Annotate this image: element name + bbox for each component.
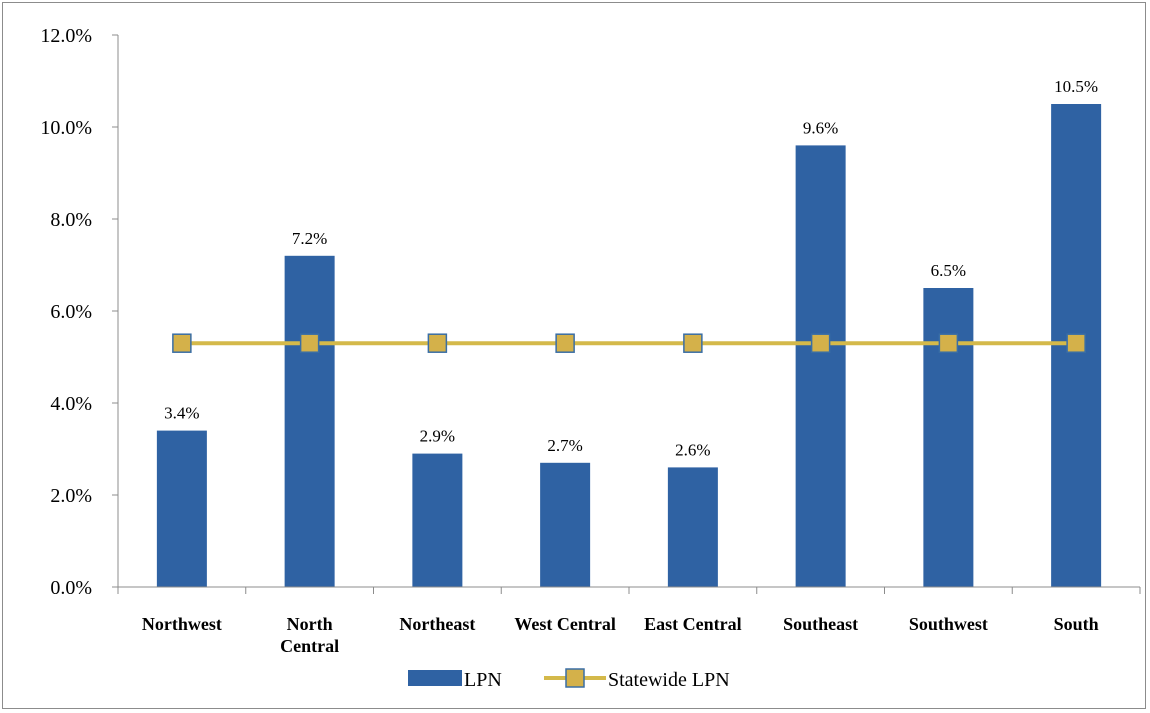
statewide-marker <box>172 333 192 353</box>
bar-data-label: 9.6% <box>803 118 838 137</box>
y-tick-label: 12.0% <box>40 25 92 47</box>
bar-lpn <box>923 288 974 587</box>
legend-lpn-label: LPN <box>464 669 502 691</box>
x-category-label: East Central <box>644 614 742 634</box>
legend-lpn-swatch <box>408 670 462 686</box>
data-labels: 3.4% 7.2% 2.9% 2.7% 2.6% 9.6% 6.5% 10.5% <box>164 77 1098 459</box>
statewide-marker <box>938 333 959 353</box>
bar-data-label: 6.5% <box>931 261 966 280</box>
statewide-marker <box>1066 333 1086 353</box>
y-tick-label: 8.0% <box>50 209 92 231</box>
y-tick-label: 2.0% <box>50 485 92 507</box>
bar-lpn <box>284 255 335 588</box>
bar-lpn <box>795 145 846 587</box>
statewide-marker <box>427 333 448 353</box>
bar-data-label: 3.4% <box>164 404 199 423</box>
bar-lpn <box>156 430 207 587</box>
y-axis: 0.0% 2.0% 4.0% 6.0% 8.0% 10.0% 12.0% <box>40 25 119 599</box>
legend: LPN Statewide LPN <box>408 668 730 691</box>
y-tick-label: 6.0% <box>50 301 92 323</box>
y-tick-label: 10.0% <box>40 117 92 139</box>
bar-lpn <box>412 453 463 587</box>
x-axis: Northwest North Central Northeast West Centr… <box>117 586 1141 656</box>
y-tick-label: 0.0% <box>50 577 92 599</box>
statewide-marker <box>810 333 831 353</box>
x-category-label: South <box>1054 614 1099 634</box>
x-category-label: Southwest <box>909 614 988 634</box>
x-category-label: Northwest <box>142 614 222 634</box>
bar-lpn <box>667 467 718 587</box>
bar-data-label: 2.7% <box>547 436 582 455</box>
x-category-label: West Central <box>514 614 615 634</box>
bar-lpn <box>540 462 591 587</box>
bars <box>156 104 1102 588</box>
bar-data-label: 2.9% <box>420 427 455 446</box>
statewide-marker <box>555 333 575 353</box>
y-tick-label: 4.0% <box>50 393 92 415</box>
statewide-marker <box>299 333 320 353</box>
statewide-line <box>172 333 1086 353</box>
legend-statewide-label: Statewide LPN <box>608 669 730 691</box>
bar-data-label: 10.5% <box>1054 77 1098 96</box>
x-category-label: Southeast <box>783 614 858 634</box>
bar-data-label: 2.6% <box>675 440 710 459</box>
x-category-label: Northeast <box>399 614 475 634</box>
x-category-label: North Central <box>280 614 339 656</box>
statewide-marker <box>683 333 703 353</box>
bar-data-label: 7.2% <box>292 229 327 248</box>
legend-statewide-marker <box>565 668 585 688</box>
